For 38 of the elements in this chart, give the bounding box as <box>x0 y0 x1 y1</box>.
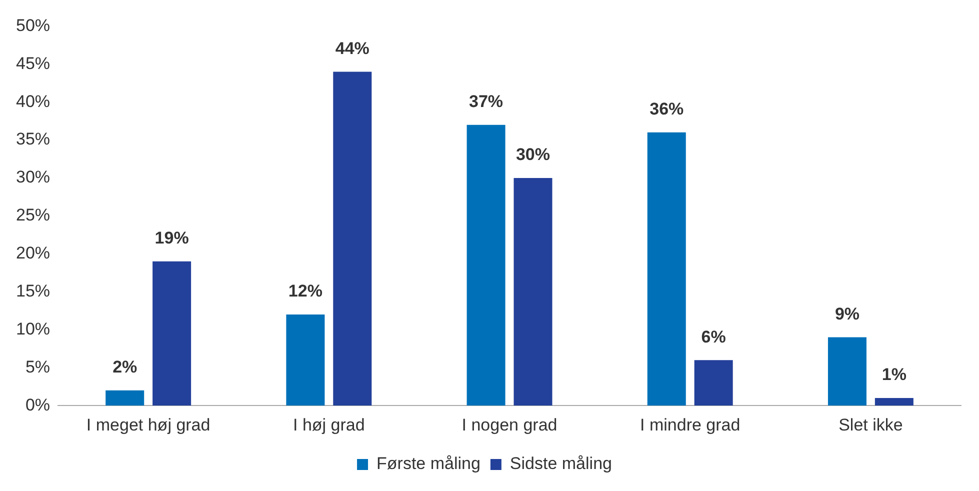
bar <box>694 360 733 406</box>
data-label: 9% <box>834 304 860 324</box>
data-label: 30% <box>516 145 550 164</box>
bar <box>152 261 192 406</box>
data-label: 37% <box>469 92 504 112</box>
x-tick-label: I nogen grad <box>462 415 558 434</box>
y-tick-label: 45% <box>16 54 50 73</box>
legend-label: Første måling <box>376 454 480 474</box>
bar <box>333 72 372 406</box>
y-tick-label: 15% <box>16 281 50 300</box>
x-tick-label: I meget høj grad <box>86 415 210 434</box>
data-label: 2% <box>112 358 138 377</box>
x-tick-label: I mindre grad <box>640 415 740 434</box>
data-label: 44% <box>335 38 370 58</box>
y-tick-label: 10% <box>16 319 50 338</box>
bar <box>828 337 866 406</box>
y-tick-label: 50% <box>16 16 50 35</box>
bar <box>514 178 552 406</box>
y-tick-label: 0% <box>25 395 50 414</box>
legend-label: Sidste måling <box>510 454 612 474</box>
data-label: 6% <box>701 327 726 346</box>
data-label: 12% <box>288 282 322 301</box>
y-tick-label: 20% <box>16 244 50 263</box>
y-tick-label: 40% <box>16 92 50 111</box>
bar <box>647 132 686 406</box>
y-tick-label: 5% <box>25 357 50 376</box>
data-label: 36% <box>650 100 684 119</box>
y-tick-label: 30% <box>16 168 50 187</box>
bar <box>286 314 325 406</box>
y-tick-label: 35% <box>16 130 50 149</box>
y-tick-label: 25% <box>16 206 50 225</box>
bar <box>874 398 914 406</box>
x-tick-label: Slet ikke <box>838 415 903 434</box>
data-label: 19% <box>154 228 189 248</box>
x-tick-label: I høj grad <box>293 415 365 434</box>
bar <box>106 390 144 406</box>
data-label: 1% <box>882 365 906 384</box>
bar <box>466 124 506 406</box>
